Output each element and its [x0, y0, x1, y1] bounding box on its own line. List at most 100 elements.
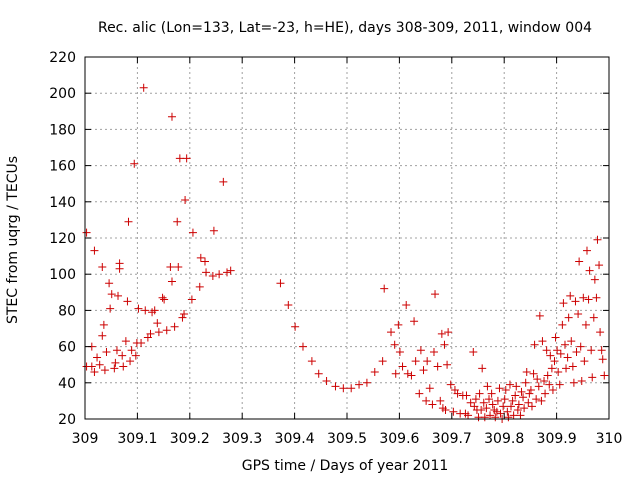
data-point: [90, 246, 99, 255]
data-point: [572, 348, 581, 357]
data-point: [215, 270, 224, 279]
data-point: [469, 348, 478, 357]
data-points: [82, 83, 609, 423]
data-point: [182, 154, 191, 163]
data-point: [126, 357, 135, 366]
data-point: [422, 396, 431, 405]
data-point: [90, 367, 99, 376]
data-point: [407, 371, 416, 380]
data-point: [114, 291, 123, 300]
data-point: [464, 411, 473, 420]
data-point: [415, 389, 424, 398]
y-tick-label: 40: [58, 376, 76, 392]
data-point: [581, 320, 590, 329]
data-point: [208, 272, 217, 281]
data-point: [322, 376, 331, 385]
data-point: [548, 386, 557, 395]
data-point: [107, 290, 116, 299]
data-point: [284, 300, 293, 309]
data-point: [596, 328, 605, 337]
data-point: [449, 407, 458, 416]
data-point: [600, 371, 609, 380]
data-point: [533, 375, 542, 384]
data-point: [505, 380, 514, 389]
y-tick-label: 200: [49, 86, 76, 102]
data-point: [514, 400, 523, 409]
data-point: [419, 366, 428, 375]
data-point: [519, 393, 528, 402]
data-point: [525, 389, 534, 398]
data-point: [466, 398, 475, 407]
y-tick-label: 140: [49, 195, 76, 211]
data-point: [394, 320, 403, 329]
data-point: [174, 262, 183, 271]
data-point: [547, 364, 556, 373]
x-tick-label: 309.3: [222, 431, 262, 447]
data-point: [482, 404, 491, 413]
data-point: [584, 295, 593, 304]
data-point: [441, 405, 450, 414]
data-point: [559, 299, 568, 308]
x-tick-labels: 309 309.1 309.2 309.3 309.4 309.5 309.6 309.7 30…: [72, 431, 623, 447]
data-point: [524, 398, 533, 407]
data-point: [595, 261, 604, 270]
data-point: [517, 387, 526, 396]
data-point: [160, 295, 169, 304]
data-point: [540, 376, 549, 385]
y-tick-label: 100: [49, 267, 76, 283]
data-point: [545, 380, 554, 389]
data-point: [95, 360, 104, 369]
data-point: [444, 328, 453, 337]
data-point: [433, 362, 442, 371]
y-tick-label: 180: [49, 122, 76, 138]
data-point: [529, 369, 538, 378]
data-point: [130, 159, 139, 168]
data-point: [98, 331, 107, 340]
data-point: [492, 407, 501, 416]
data-point: [402, 300, 411, 309]
data-point: [556, 349, 565, 358]
data-point: [425, 384, 434, 393]
data-point: [554, 367, 563, 376]
x-axis-label: GPS time / Days of year 2011: [242, 458, 449, 474]
data-point: [511, 391, 520, 400]
data-point: [428, 400, 437, 409]
data-point: [195, 282, 204, 291]
data-point: [188, 228, 197, 237]
data-point: [196, 253, 205, 262]
data-point: [131, 351, 140, 360]
data-point: [141, 306, 150, 315]
data-point: [534, 382, 543, 391]
data-point: [166, 262, 175, 271]
data-point: [437, 329, 446, 338]
data-point: [423, 357, 432, 366]
data-point: [115, 259, 124, 268]
x-tick-label: 309.5: [327, 431, 367, 447]
data-point: [162, 326, 171, 335]
data-point: [102, 348, 111, 357]
data-point: [496, 409, 505, 418]
data-point: [339, 384, 348, 393]
data-point: [436, 396, 445, 405]
data-point: [153, 319, 162, 328]
data-point: [592, 293, 601, 302]
data-point: [443, 360, 452, 369]
data-point: [416, 346, 425, 355]
data-point: [111, 358, 120, 367]
data-point: [597, 346, 606, 355]
chart-title: Rec. alic (Lon=133, Lat=-23, h=HE), days…: [98, 20, 592, 36]
x-tick-label: 309: [72, 431, 99, 447]
data-point: [542, 346, 551, 355]
data-point: [105, 279, 114, 288]
data-point: [483, 382, 492, 391]
data-point: [98, 262, 107, 271]
data-point: [87, 362, 96, 371]
data-point: [146, 329, 155, 338]
data-point: [493, 396, 502, 405]
data-point: [575, 257, 584, 266]
data-point: [576, 342, 585, 351]
data-point: [569, 378, 578, 387]
data-point: [380, 284, 389, 293]
data-point: [331, 382, 340, 391]
data-point: [550, 357, 559, 366]
